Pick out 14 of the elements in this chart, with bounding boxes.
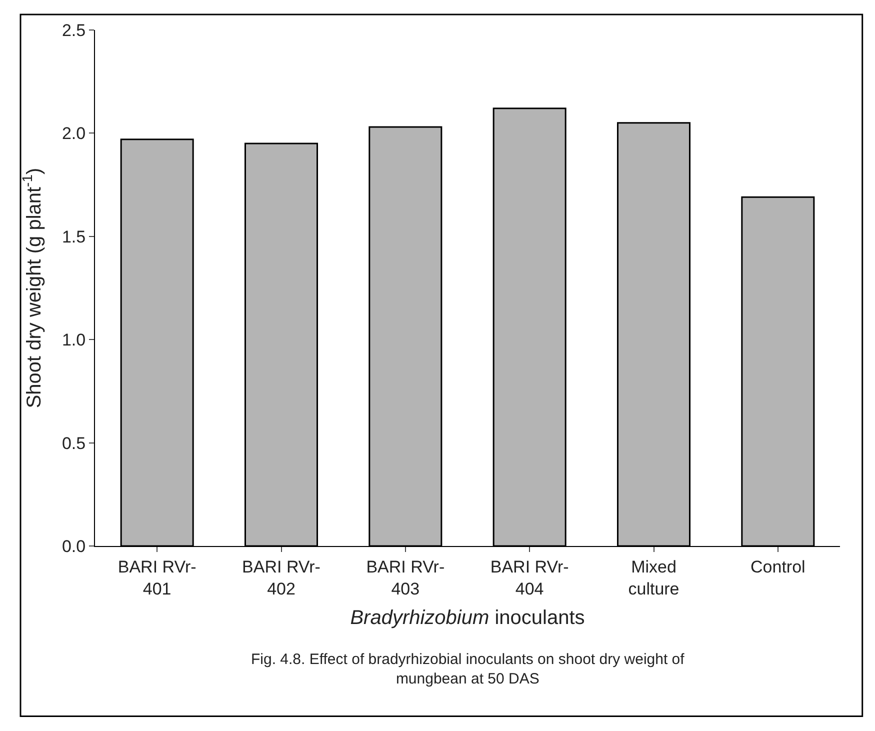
x-tick-label: BARI RVr- 404 xyxy=(490,557,569,598)
y-tick-label: 1.0 xyxy=(62,330,86,350)
x-tick-label: Mixed culture xyxy=(628,557,680,598)
x-tick-label: BARI RVr- 403 xyxy=(366,557,445,598)
x-tick-label: Control xyxy=(750,557,806,576)
caption: Fig. 4.8. Effect of bradyrhizobial inoculants on shoot dry weight of mungbean at 50 DAS xyxy=(251,651,686,688)
y-tick-label: 2.0 xyxy=(62,124,86,144)
y-tick-label: 0.5 xyxy=(62,434,86,453)
x-tick-label: BARI RVr- 402 xyxy=(242,557,320,598)
y-tick-label: 2.5 xyxy=(62,20,86,40)
y-tick-label: 1.5 xyxy=(62,227,86,246)
y-tick-label: 0.0 xyxy=(62,536,86,556)
x-axis-title: Bradyrhizobium inoculants xyxy=(350,607,585,629)
x-tick-label: BARI RVr- 401 xyxy=(118,557,196,598)
